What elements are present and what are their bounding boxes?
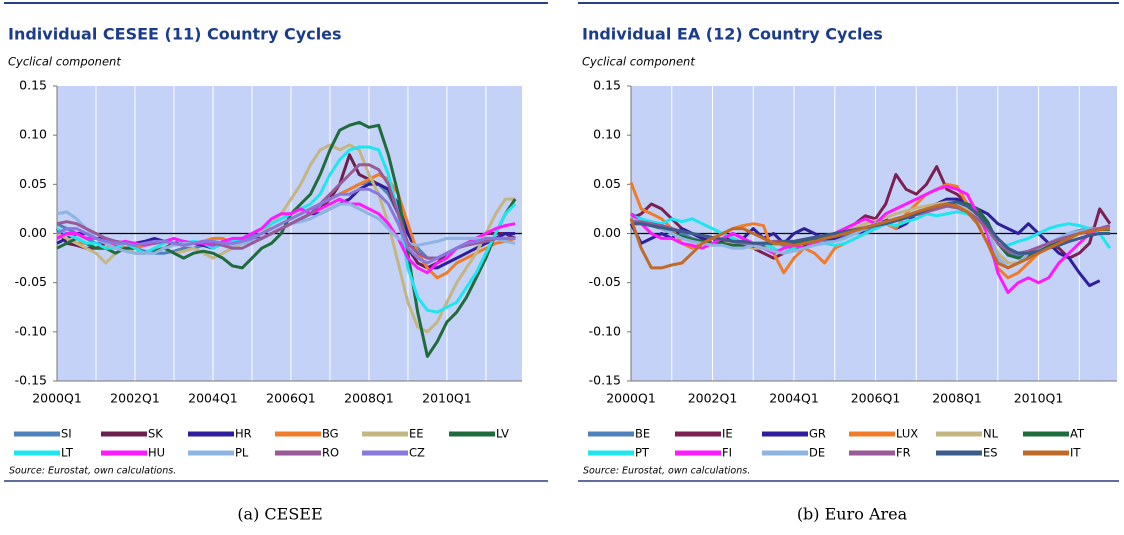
chart-title: Individual CESEE (11) Country Cycles	[8, 25, 342, 44]
x-tick-label: 2004Q1	[188, 391, 238, 406]
y-tick-label: 0.05	[593, 176, 621, 191]
legend-label: NL	[983, 427, 999, 441]
caption: (a) CESEE	[237, 505, 322, 524]
legend-label: IT	[1070, 446, 1081, 460]
legend-label: LT	[61, 446, 74, 460]
legend-label: PL	[235, 446, 249, 460]
source-note: Source: Eurostat, own calculations.	[583, 466, 750, 477]
caption: (b) Euro Area	[797, 505, 908, 524]
legend-label: SI	[61, 427, 72, 441]
y-tick-label: -0.10	[589, 323, 621, 338]
legend-label: HR	[235, 427, 252, 441]
series-line	[630, 210, 1112, 255]
series-line	[56, 187, 516, 265]
x-tick-label: 2010Q1	[422, 391, 472, 406]
source-note: Source: Eurostat, own calculations.	[9, 466, 176, 477]
legend-label: BE	[635, 427, 650, 441]
x-tick-label: 2008Q1	[344, 391, 394, 406]
y-tick-label: 0.15	[593, 78, 621, 93]
legend-label: PT	[635, 446, 650, 460]
x-tick-label: 2008Q1	[932, 391, 982, 406]
legend-label: HU	[148, 446, 165, 460]
subtitle: Cyclical component	[8, 55, 121, 69]
x-tick-label: 2002Q1	[688, 391, 738, 406]
legend-label: LV	[496, 427, 509, 441]
series-line	[629, 202, 1111, 270]
y-tick-label: -0.10	[15, 323, 47, 338]
legend-label: RO	[322, 446, 339, 460]
y-tick-label: 0.10	[19, 127, 47, 142]
series-line	[56, 145, 517, 314]
y-tick-label: 0.00	[19, 225, 47, 240]
legend-label: LUX	[896, 427, 918, 441]
x-tick-label: 2006Q1	[851, 391, 901, 406]
legend-label: GR	[809, 427, 826, 441]
legend-label: IE	[722, 427, 733, 441]
legend-label: ES	[983, 446, 998, 460]
chart-title: Individual EA (12) Country Cycles	[582, 25, 883, 44]
x-tick-label: 2006Q1	[266, 391, 316, 406]
y-tick-label: -0.05	[15, 274, 47, 289]
legend-label: FR	[896, 446, 911, 460]
legend-label: CZ	[409, 446, 425, 460]
x-tick-label: 2000Q1	[606, 391, 656, 406]
y-tick-label: -0.15	[589, 373, 621, 388]
series-line	[56, 197, 516, 275]
subtitle: Cyclical component	[582, 55, 695, 69]
x-tick-label: 2010Q1	[1014, 391, 1064, 406]
y-tick-label: 0.10	[593, 127, 621, 142]
y-tick-label: -0.15	[15, 373, 47, 388]
y-tick-label: 0.15	[19, 78, 47, 93]
legend-label: FI	[722, 446, 732, 460]
legend-label: SK	[148, 427, 163, 441]
y-tick-label: -0.05	[589, 274, 621, 289]
legend-label: AT	[1070, 427, 1085, 441]
x-tick-label: 2002Q1	[110, 391, 160, 406]
x-tick-label: 2000Q1	[32, 391, 82, 406]
y-tick-label: 0.05	[19, 176, 47, 191]
x-tick-label: 2004Q1	[769, 391, 819, 406]
legend-label: EE	[409, 427, 424, 441]
legend-label: BG	[322, 427, 339, 441]
y-tick-label: 0.00	[593, 225, 621, 240]
legend-label: DE	[809, 446, 825, 460]
